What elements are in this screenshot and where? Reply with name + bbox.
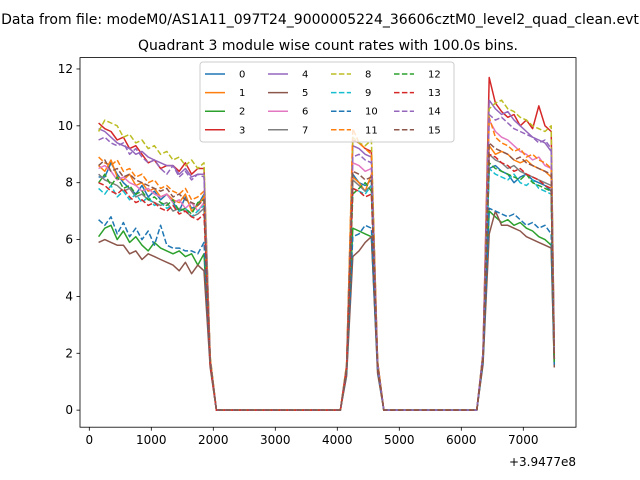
x-tick-label: 0 [85, 433, 93, 447]
legend-label-13: 13 [428, 88, 441, 99]
legend-label-5: 5 [302, 88, 308, 99]
y-tick-label: 8 [65, 176, 73, 190]
legend-label-3: 3 [239, 125, 245, 136]
legend-label-0: 0 [239, 70, 245, 81]
y-tick-label: 6 [65, 233, 73, 247]
legend-label-1: 1 [239, 88, 245, 99]
x-tick-label: 7000 [508, 433, 539, 447]
x-tick-label: 1000 [136, 433, 167, 447]
legend-label-6: 6 [302, 107, 308, 118]
legend-frame [199, 61, 455, 143]
x-axis: 0 1000 2000 3000 4000 5000 6000 7000 [85, 427, 539, 447]
series-line-15 [98, 142, 556, 411]
axes: 0 1000 2000 3000 4000 5000 6000 7000 024681012 … [58, 57, 577, 469]
figure-suptitle: Data from file: modeM0/AS1A11_097T24_900… [1, 12, 639, 28]
x-tick-label: 3000 [260, 433, 291, 447]
x-offset-label: +3.9477e8 [509, 455, 576, 469]
legend-label-9: 9 [365, 88, 371, 99]
series-line-14 [98, 113, 556, 411]
axes-frame [79, 57, 577, 428]
series-layer [97, 76, 556, 411]
legend-label-4: 4 [302, 70, 308, 81]
chart-title: Quadrant 3 module wise count rates with … [138, 38, 518, 54]
legend-label-11: 11 [365, 125, 378, 136]
legend-label-12: 12 [428, 70, 441, 81]
legend-label-8: 8 [365, 70, 371, 81]
y-tick-label: 0 [65, 403, 73, 417]
y-tick-label: 10 [58, 119, 73, 133]
x-tick-label: 6000 [446, 433, 477, 447]
y-axis: 0 2 4 6 8 10 12 [58, 62, 80, 417]
y-tick-label: 4 [65, 289, 73, 303]
legend-label-15: 15 [428, 125, 441, 136]
legend-label-7: 7 [302, 125, 308, 136]
x-tick-label: 4000 [322, 433, 353, 447]
legend-label-2: 2 [239, 107, 245, 118]
series-line-8 [97, 99, 556, 411]
legend-label-10: 10 [365, 107, 378, 118]
legend-label-14: 14 [428, 107, 441, 118]
y-tick-label: 12 [58, 62, 73, 76]
y-tick-label: 2 [65, 346, 73, 360]
x-tick-label: 5000 [384, 433, 415, 447]
x-tick-label: 2000 [198, 433, 229, 447]
